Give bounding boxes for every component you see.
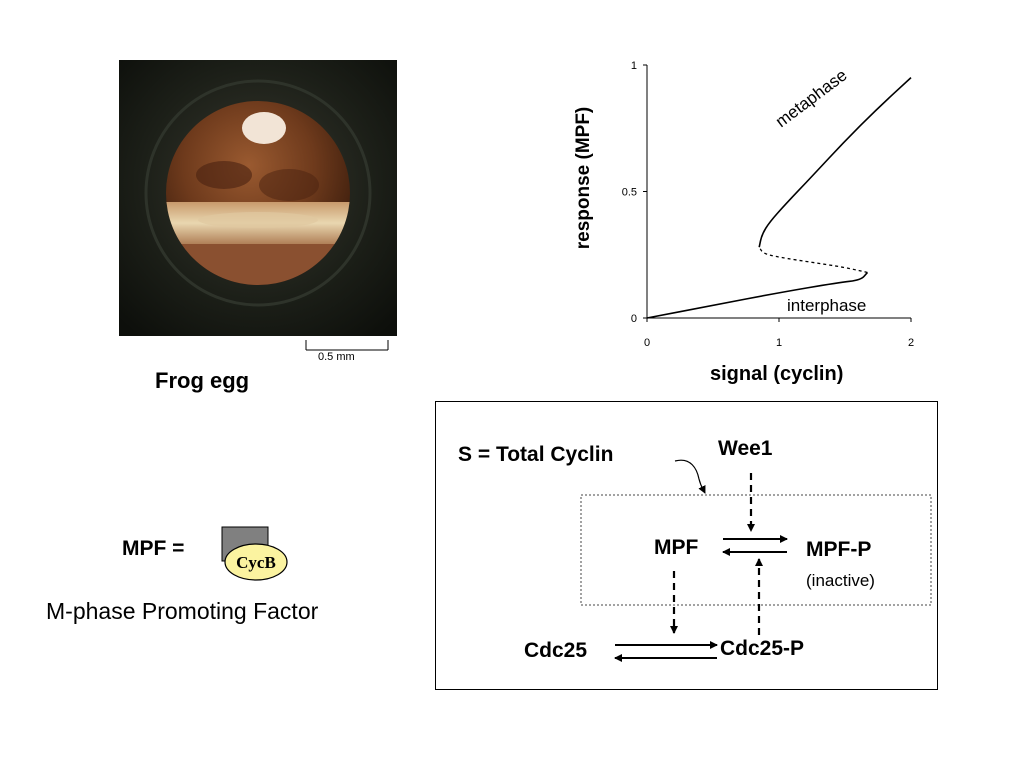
chart-ticks: 0 1 2 0 0.5 1 — [622, 60, 914, 349]
scale-bar-label: 0.5 mm — [318, 351, 355, 363]
wee1-node: Wee1 — [718, 437, 773, 460]
frog-egg-photo — [119, 60, 397, 336]
total-cyclin-box — [580, 494, 932, 606]
total-cyclin-label: S = Total Cyclin — [458, 443, 614, 466]
y-axis-label: response (MPF) — [573, 106, 594, 249]
chart-axes — [646, 65, 911, 319]
cdc25-p-node: Cdc25-P — [720, 637, 805, 660]
x-tick-label: 0 — [644, 337, 650, 349]
inactive-label: (inactive) — [806, 571, 875, 590]
x-tick-label: 2 — [908, 337, 914, 349]
mpf-equation-label: MPF = — [122, 537, 185, 560]
cycb-label: CycB — [236, 553, 276, 572]
series-unstable-line — [758, 246, 868, 274]
mpf-p-node: MPF-P — [806, 538, 872, 561]
mpf-complex-icon: CycB — [221, 526, 288, 581]
x-axis-label: signal (cyclin) — [710, 363, 844, 385]
interphase-annotation: interphase — [787, 296, 867, 315]
y-tick-label: 0 — [631, 313, 637, 325]
y-tick-label: 1 — [631, 60, 637, 72]
chart-lines — [646, 77, 912, 319]
x-tick-label: 1 — [776, 337, 782, 349]
frog-egg-caption: Frog egg — [155, 368, 250, 393]
network-panel — [435, 401, 938, 690]
series-interphase-line — [646, 271, 869, 319]
mpf-node: MPF — [654, 536, 699, 559]
series-metaphase-line — [758, 77, 912, 248]
total-cyclin-pointer — [674, 459, 706, 494]
y-tick-label: 0.5 — [622, 187, 637, 199]
network-arrows — [580, 459, 932, 662]
mpf-full-name: M-phase Promoting Factor — [46, 598, 319, 624]
cdc25-node: Cdc25 — [524, 639, 588, 662]
bistability-chart: 0 1 2 0 0.5 1 — [622, 60, 914, 349]
scale-bar — [305, 340, 389, 351]
